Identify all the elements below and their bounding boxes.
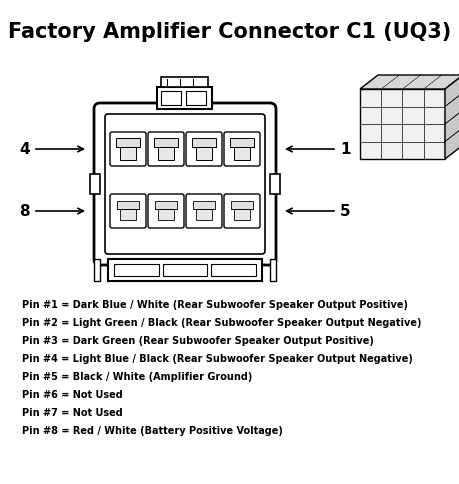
Bar — [359, 90, 444, 160]
Bar — [196, 148, 212, 161]
Text: 1: 1 — [339, 142, 350, 157]
Polygon shape — [359, 76, 459, 90]
Bar — [120, 148, 136, 161]
Bar — [234, 210, 249, 221]
Bar — [230, 139, 253, 148]
Text: Pin #7 = Not Used: Pin #7 = Not Used — [22, 407, 123, 417]
FancyBboxPatch shape — [105, 115, 264, 255]
Text: Pin #6 = Not Used: Pin #6 = Not Used — [22, 389, 123, 399]
Text: 5: 5 — [339, 204, 350, 219]
FancyBboxPatch shape — [148, 195, 184, 228]
Bar — [161, 78, 208, 88]
Bar — [186, 92, 206, 106]
FancyBboxPatch shape — [185, 133, 222, 166]
FancyBboxPatch shape — [185, 195, 222, 228]
Bar — [94, 259, 100, 281]
Text: Pin #2 = Light Green / Black (Rear Subwoofer Speaker Output Negative): Pin #2 = Light Green / Black (Rear Subwo… — [22, 318, 420, 327]
Text: 8: 8 — [19, 204, 30, 219]
Text: Pin #5 = Black / White (Amplifier Ground): Pin #5 = Black / White (Amplifier Ground… — [22, 371, 252, 381]
Bar — [191, 139, 216, 148]
Text: 4: 4 — [19, 142, 30, 157]
Bar — [157, 148, 174, 161]
FancyBboxPatch shape — [110, 195, 146, 228]
Bar — [157, 210, 174, 221]
Bar — [154, 139, 178, 148]
Bar — [114, 264, 158, 276]
Bar — [162, 264, 207, 276]
FancyBboxPatch shape — [224, 133, 259, 166]
Text: Pin #8 = Red / White (Battery Positive Voltage): Pin #8 = Red / White (Battery Positive V… — [22, 425, 282, 435]
Bar — [161, 92, 181, 106]
Bar — [193, 201, 214, 210]
FancyBboxPatch shape — [148, 133, 184, 166]
Text: Pin #4 = Light Blue / Black (Rear Subwoofer Speaker Output Negative): Pin #4 = Light Blue / Black (Rear Subwoo… — [22, 353, 412, 363]
FancyBboxPatch shape — [224, 195, 259, 228]
FancyBboxPatch shape — [94, 104, 275, 265]
Bar — [116, 139, 140, 148]
Text: Pin #3 = Dark Green (Rear Subwoofer Speaker Output Positive): Pin #3 = Dark Green (Rear Subwoofer Spea… — [22, 335, 373, 345]
Bar — [230, 201, 252, 210]
Bar — [211, 264, 256, 276]
Bar — [90, 175, 100, 195]
Bar — [269, 259, 275, 281]
Bar — [196, 210, 212, 221]
Bar — [108, 259, 262, 281]
Bar — [269, 175, 280, 195]
Bar — [117, 201, 139, 210]
Bar — [157, 88, 212, 110]
FancyBboxPatch shape — [110, 133, 146, 166]
Bar — [120, 210, 136, 221]
Text: Factory Amplifier Connector C1 (UQ3): Factory Amplifier Connector C1 (UQ3) — [8, 22, 451, 42]
Bar — [155, 201, 177, 210]
Polygon shape — [444, 76, 459, 160]
Bar — [234, 148, 249, 161]
Text: Pin #1 = Dark Blue / White (Rear Subwoofer Speaker Output Positive): Pin #1 = Dark Blue / White (Rear Subwoof… — [22, 300, 407, 309]
